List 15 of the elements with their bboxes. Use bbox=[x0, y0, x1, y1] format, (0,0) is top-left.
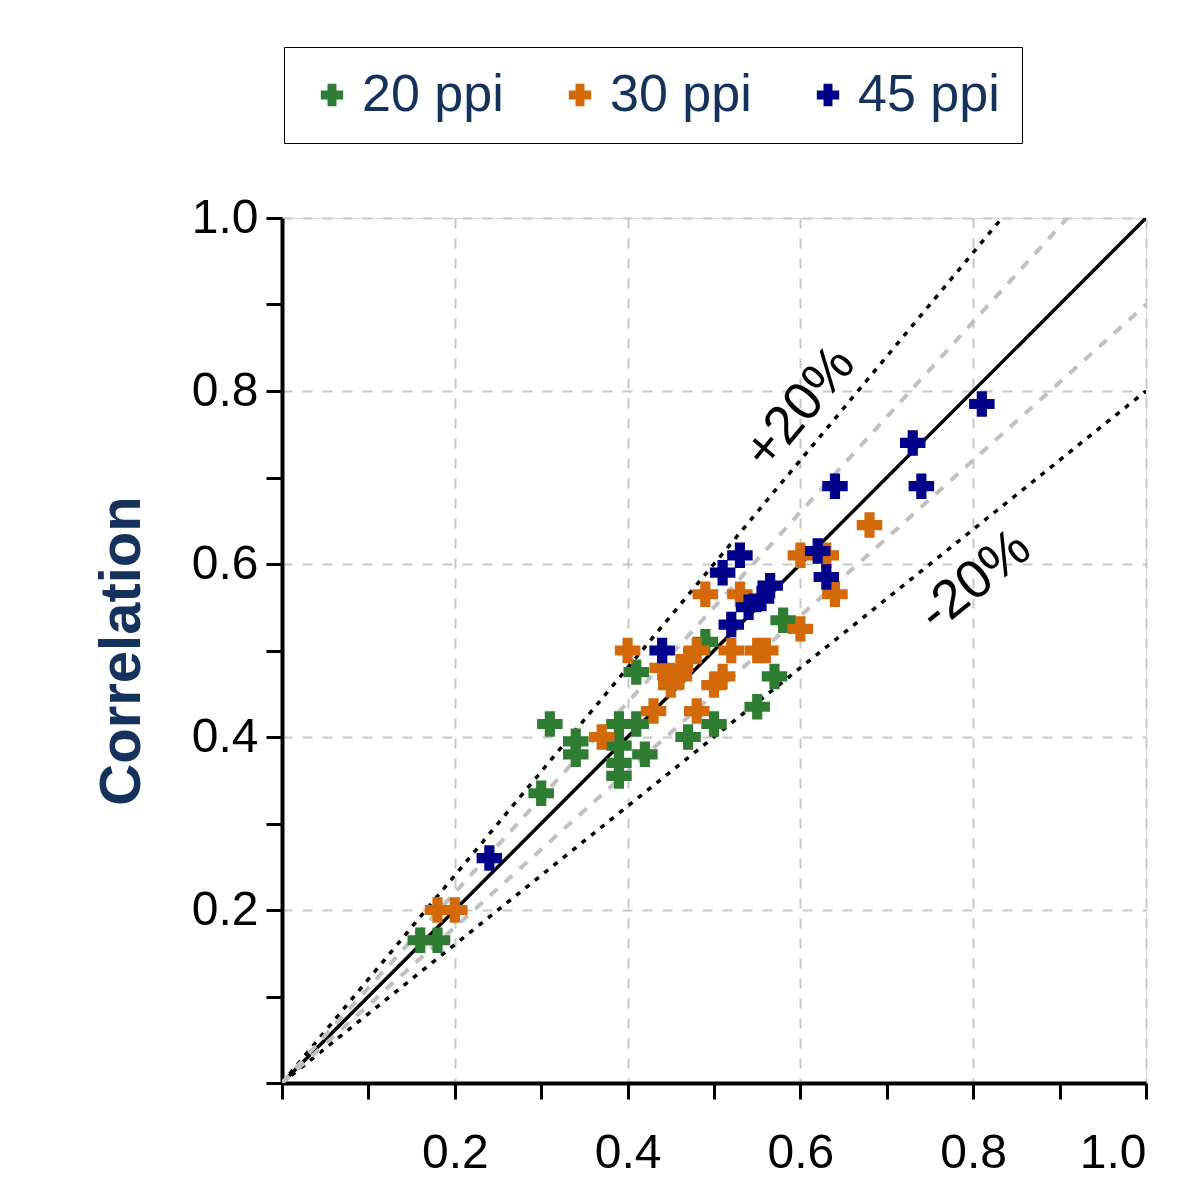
x-tick-label: 0.8 bbox=[940, 1124, 1008, 1178]
y-tick-label: 0.2 bbox=[191, 881, 259, 935]
legend-label: 30 ppi bbox=[610, 64, 752, 122]
x-tick-label: 0.4 bbox=[594, 1124, 662, 1178]
annotation: -20% bbox=[905, 515, 1041, 642]
legend-label: 20 ppi bbox=[362, 64, 504, 122]
x-tick-label: 0.2 bbox=[421, 1124, 489, 1178]
x-tick-label: 0.6 bbox=[767, 1124, 835, 1178]
y-tick-label: 0.8 bbox=[191, 362, 259, 416]
y-tick-label: 0.6 bbox=[191, 535, 259, 589]
x-tick-label: 1.0 bbox=[1079, 1124, 1147, 1178]
y-tick-label: 0.4 bbox=[191, 708, 259, 762]
y-axis-title: Correlation bbox=[86, 496, 152, 806]
y-tick-label: 1.0 bbox=[191, 189, 259, 243]
legend-label: 45 ppi bbox=[858, 64, 1000, 122]
